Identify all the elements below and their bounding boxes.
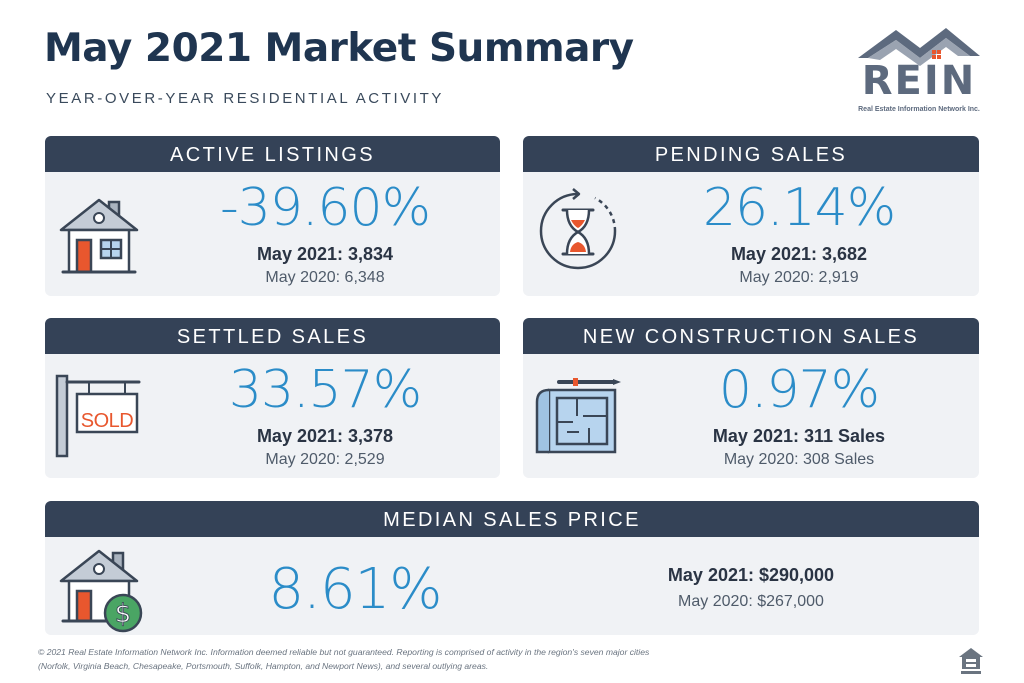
new-construction-sales-current: May 2021: 311 Sales bbox=[712, 426, 886, 446]
pending-sales-card: PENDING SALES 26.14% May 2021: 3,682 May… bbox=[523, 136, 979, 296]
active-listings-card: ACTIVE LISTINGS -39.60% May 2021: 3,834 … bbox=[45, 136, 500, 296]
footer-disclaimer: © 2021 Real Estate Information Network I… bbox=[38, 645, 798, 673]
settled-sales-percent: 33.57% bbox=[228, 360, 422, 420]
footer-line-1: © 2021 Real Estate Information Network I… bbox=[38, 647, 650, 657]
new-construction-sales-previous: May 2020: 308 Sales bbox=[723, 451, 875, 468]
active-listings-percent: -39.60% bbox=[219, 178, 431, 238]
sold-sign-text: SOLD bbox=[80, 410, 134, 432]
sold-sign-icon bbox=[55, 374, 141, 458]
logo-roof-icon bbox=[858, 28, 980, 66]
median-sales-price-current: May 2021: $290,000 bbox=[667, 565, 835, 585]
median-sales-price-previous: May 2020: $267,000 bbox=[678, 593, 824, 610]
new-construction-sales-percent: 0.97% bbox=[718, 360, 880, 420]
new-construction-sales-card: NEW CONSTRUCTION SALES 0.97% May 2021: 3… bbox=[523, 318, 979, 478]
median-sales-price-header: MEDIAN SALES PRICE bbox=[45, 501, 979, 537]
new-construction-sales-header: NEW CONSTRUCTION SALES bbox=[523, 318, 979, 354]
median-sales-price-percent: 8.61% bbox=[268, 557, 443, 622]
pending-sales-previous: May 2020: 2,919 bbox=[739, 269, 859, 286]
rein-logo: REIN Real Estate Information Network Inc… bbox=[858, 22, 980, 120]
active-listings-current: May 2021: 3,834 bbox=[256, 244, 394, 264]
hourglass-icon bbox=[539, 188, 617, 270]
svg-text:$: $ bbox=[115, 599, 132, 629]
pending-sales-header: PENDING SALES bbox=[523, 136, 979, 172]
house-icon bbox=[59, 198, 139, 274]
settled-sales-previous: May 2020: 2,529 bbox=[265, 451, 385, 468]
pending-sales-current: May 2021: 3,682 bbox=[730, 244, 868, 264]
active-listings-previous: May 2020: 6,348 bbox=[265, 269, 385, 286]
house-dollar-icon: $ bbox=[59, 549, 143, 633]
pending-sales-percent: 26.14% bbox=[702, 178, 896, 238]
equal-housing-icon bbox=[959, 648, 983, 674]
page-subtitle: YEAR-OVER-YEAR RESIDENTIAL ACTIVITY bbox=[46, 90, 445, 107]
footer-line-2: (Norfolk, Virginia Beach, Chesapeake, Po… bbox=[38, 661, 489, 671]
median-sales-price-card: MEDIAN SALES PRICE $ 8.61% May 2021: $29… bbox=[45, 501, 979, 635]
logo-wordmark: REIN bbox=[861, 58, 977, 104]
settled-sales-card: SETTLED SALES SOLD 33.57% May 2021: 3,37… bbox=[45, 318, 500, 478]
blueprint-icon bbox=[535, 378, 621, 454]
active-listings-header: ACTIVE LISTINGS bbox=[45, 136, 500, 172]
settled-sales-header: SETTLED SALES bbox=[45, 318, 500, 354]
settled-sales-current: May 2021: 3,378 bbox=[256, 426, 394, 446]
page-title: May 2021 Market Summary bbox=[44, 26, 634, 71]
logo-tagline: Real Estate Information Network Inc. bbox=[858, 106, 980, 113]
